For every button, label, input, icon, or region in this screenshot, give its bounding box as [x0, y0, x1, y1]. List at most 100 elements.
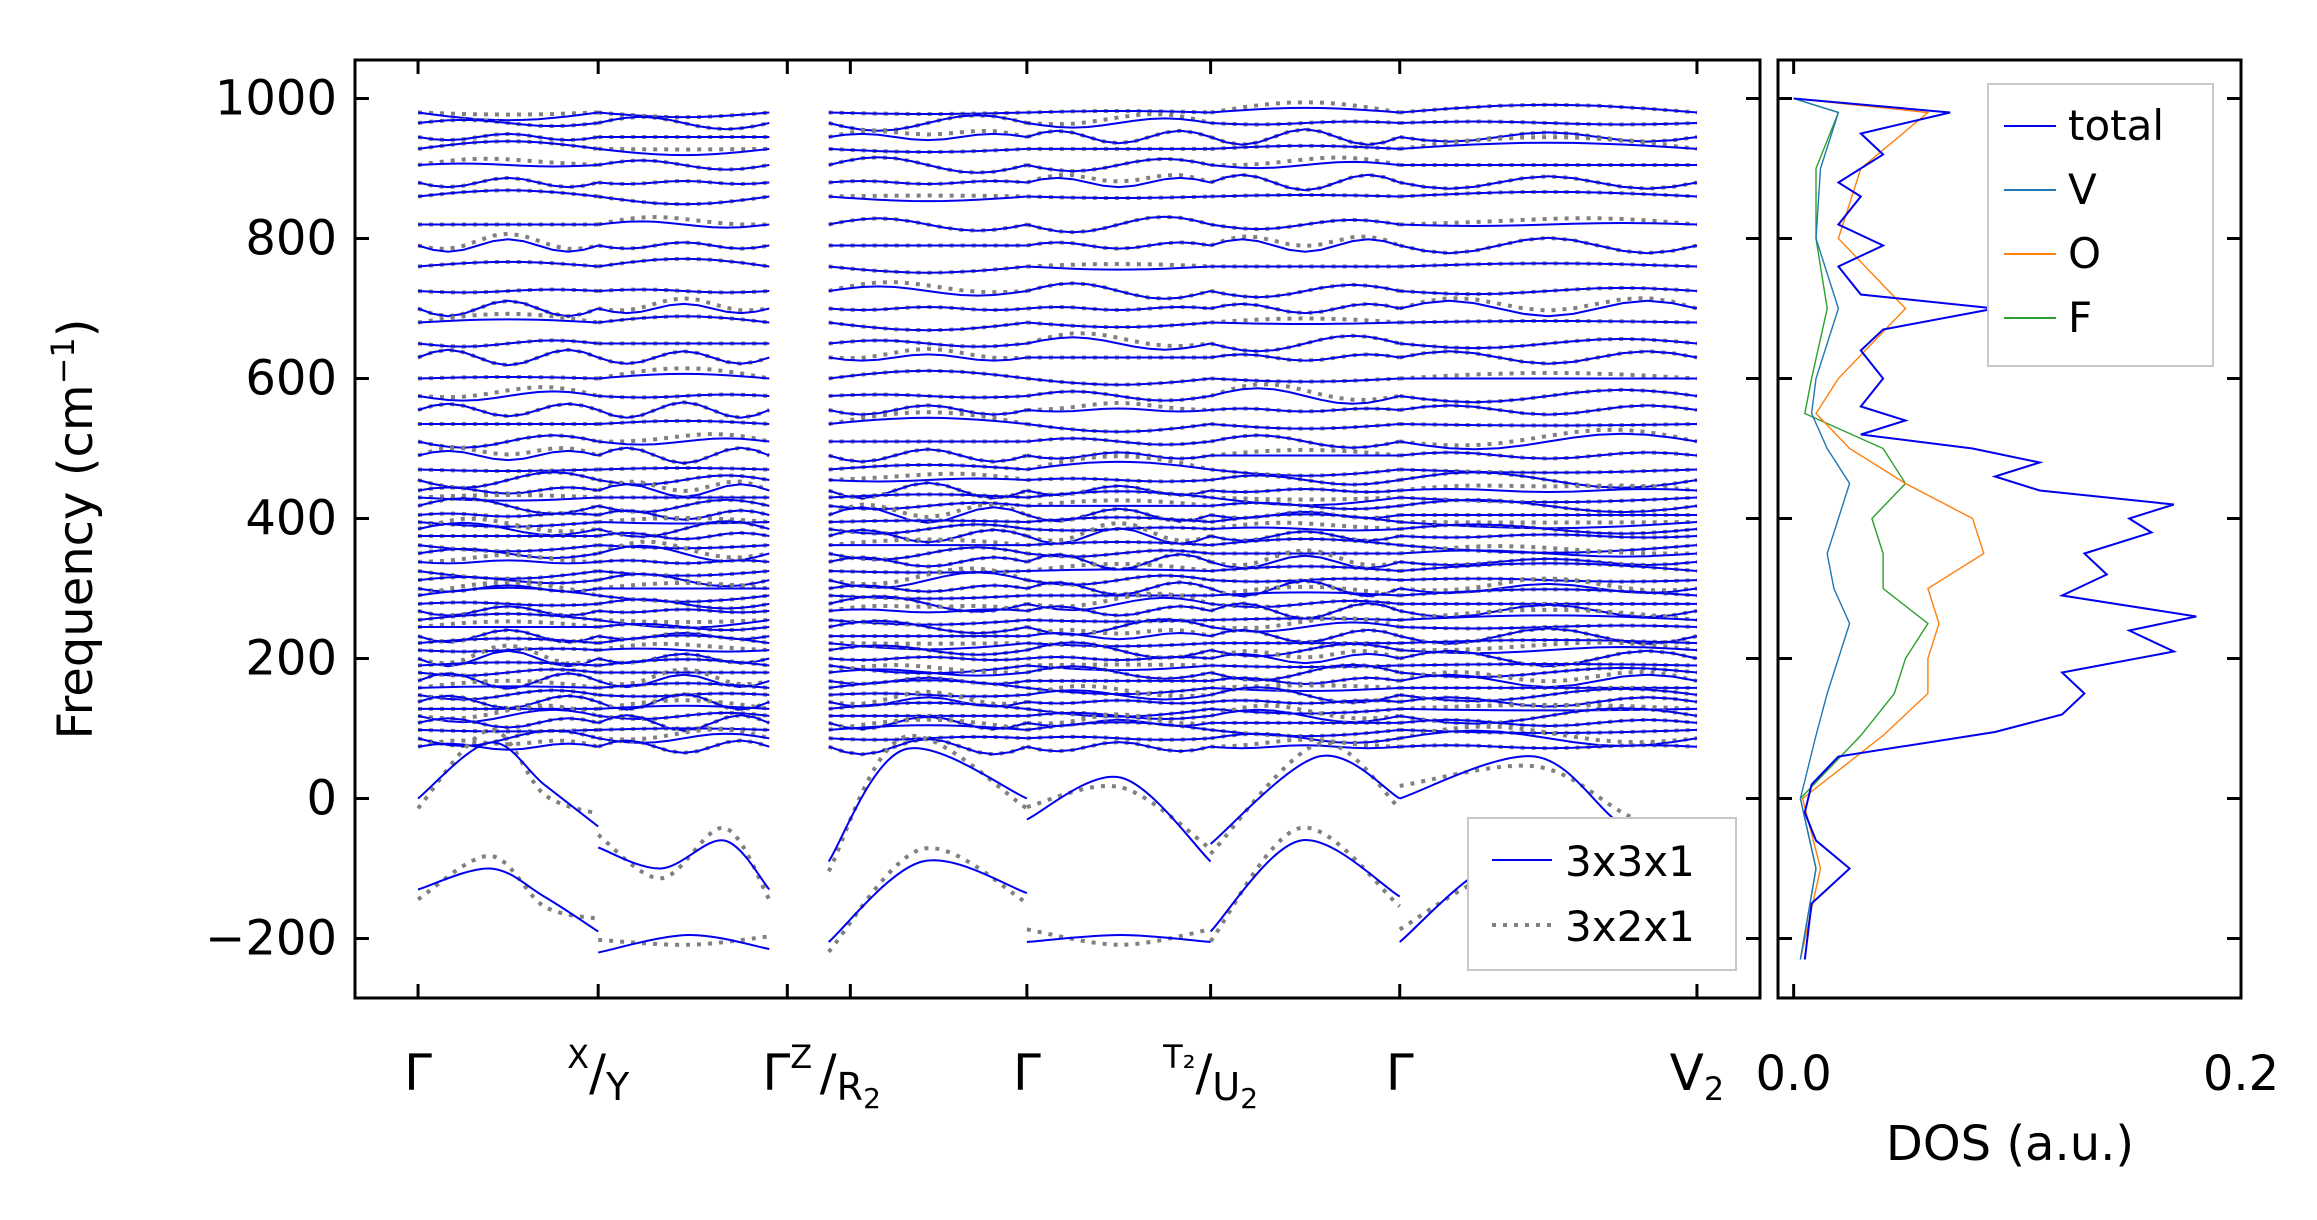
band-3x2x1: [1210, 627, 1401, 645]
band-3x3x1: [828, 114, 1028, 132]
band-3x2x1: [1399, 724, 1698, 745]
soft-mode-3x3x1: [598, 933, 770, 954]
band-legend-box: [1467, 817, 1737, 971]
band-3x2x1: [828, 662, 1027, 675]
band-3x3x1: [1026, 423, 1211, 433]
band-3x3x1: [417, 689, 599, 701]
band-3x3x1: [417, 685, 599, 689]
band-3x3x1: [1399, 707, 1698, 725]
band-3x2x1: [1399, 349, 1698, 366]
band-3x3x1: [417, 299, 599, 318]
band-3x3x1: [1210, 501, 1400, 511]
band-3x3x1: [1026, 721, 1211, 731]
band-3x3x1: [597, 446, 770, 465]
band-3x3x1: [1399, 624, 1698, 630]
band-3x3x1: [598, 257, 770, 268]
band-3x3x1: [1026, 157, 1211, 173]
band-3x2x1: [417, 401, 599, 419]
band-3x2x1: [598, 618, 770, 625]
band-3x3x1: [1399, 262, 1698, 268]
band-3x3x1: [598, 622, 770, 632]
band-3x3x1: [828, 265, 1027, 274]
band-3x3x1: [1399, 645, 1698, 655]
soft-mode-3x2x1: [1026, 784, 1212, 851]
band-3x3x1: [417, 140, 599, 150]
band-ytick-label: −200: [205, 911, 337, 967]
band-3x3x1: [1210, 387, 1400, 405]
band-ytick-label: 1000: [215, 71, 337, 127]
band-3x3x1: [598, 288, 770, 294]
band-3x3x1: [1399, 141, 1698, 150]
dos-x-axis-label: DOS (a.u.): [1886, 1116, 2134, 1172]
band-3x3x1: [828, 619, 1028, 635]
band-3x3x1: [417, 559, 599, 565]
dos-series-o: [1793, 97, 1985, 960]
band-3x2x1: [597, 479, 771, 494]
band-3x3x1: [1026, 460, 1211, 471]
dos-legend-label-o: O: [2068, 229, 2101, 278]
band-3x3x1: [1210, 728, 1400, 738]
band-3x3x1: [1210, 537, 1400, 547]
band-3x3x1: [1210, 652, 1400, 665]
legend-label-3x2x1: 3x2x1: [1565, 902, 1695, 951]
band-3x3x1: [598, 111, 770, 119]
band-3x2x1: [828, 717, 1028, 732]
band-3x3x1: [1399, 299, 1698, 318]
band-3x2x1: [1210, 155, 1401, 168]
band-3x3x1: [1210, 334, 1400, 353]
band-3x3x1: [598, 647, 770, 653]
band-3x3x1: [1210, 686, 1400, 693]
band-3x3x1: [417, 601, 599, 607]
band-3x3x1: [828, 393, 1027, 399]
dos-series-total: [1793, 97, 2197, 960]
band-3x3x1: [1026, 516, 1211, 523]
band-3x3x1: [1026, 568, 1211, 572]
dos-xtick-label: 0.0: [1755, 1046, 1831, 1102]
band-3x3x1: [1210, 218, 1400, 231]
band-3x2x1: [598, 146, 770, 152]
band-3x2x1: [828, 193, 1027, 199]
band-3x3x1: [417, 717, 599, 729]
band-3x3x1: [828, 111, 1027, 115]
band-3x3x1: [828, 416, 1027, 425]
band-3x2x1: [828, 447, 1028, 464]
band-lines-group: [416, 100, 1699, 957]
band-3x3x1: [1026, 631, 1211, 641]
band-3x3x1: [598, 474, 770, 486]
band-3x2x1: [1026, 662, 1211, 668]
band-3x2x1: [1026, 683, 1211, 699]
band-3x3x1: [598, 682, 770, 689]
kpoint-label: Γ: [1013, 1044, 1041, 1102]
soft-mode-3x3x1: [1026, 933, 1211, 943]
band-3x3x1: [1399, 451, 1698, 460]
band-3x3x1: [417, 512, 599, 518]
band-3x2x1: [597, 400, 771, 420]
band-3x3x1: [1026, 665, 1211, 680]
band-3x2x1: [1399, 520, 1698, 525]
band-3x3x1: [828, 655, 1027, 662]
band-3x3x1: [1210, 128, 1401, 146]
dos-xtick-label: 0.2: [2203, 1046, 2279, 1102]
band-3x3x1: [1026, 735, 1211, 741]
band-3x3x1: [1026, 451, 1211, 460]
band-3x3x1: [1399, 131, 1698, 143]
band-3x3x1: [1399, 744, 1698, 750]
band-structure-panel: −200 0 200 400 600 800 1000 Γ X/Y ΓZ/R2 Γ T₂/U2 Γ V2…: [44, 58, 1762, 1115]
band-3x3x1: [1210, 642, 1400, 658]
y-axis-label: Frequency (cm−1): [44, 318, 104, 739]
soft-mode-3x3x1: [827, 747, 1028, 863]
band-3x2x1: [1026, 591, 1212, 609]
band-3x3x1: [1210, 628, 1400, 644]
band-3x3x1: [1210, 663, 1400, 682]
band-3x3x1: [598, 570, 770, 577]
band-3x3x1: [1026, 540, 1211, 547]
band-3x2x1: [1026, 128, 1212, 146]
band-3x3x1: [1399, 718, 1698, 728]
band-3x3x1: [598, 437, 770, 446]
band-3x3x1: [828, 481, 1028, 500]
band-3x3x1: [417, 729, 599, 748]
band-3x2x1: [1026, 454, 1212, 472]
band-3x3x1: [1210, 353, 1400, 362]
band-3x3x1: [1026, 305, 1211, 312]
band-3x2x1: [1210, 495, 1400, 502]
